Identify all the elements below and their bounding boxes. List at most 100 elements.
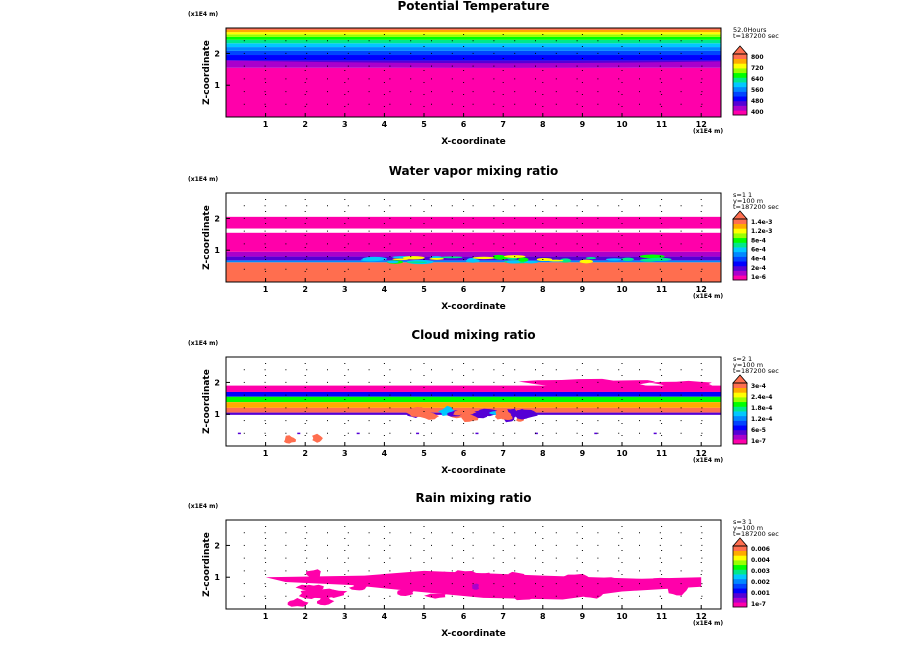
x-tick-label: 5 bbox=[421, 612, 427, 621]
x-axis-label: X-coordinate bbox=[441, 137, 506, 147]
x-tick-label: 12 bbox=[696, 612, 707, 621]
cloud-speck bbox=[653, 432, 657, 435]
colorbar-swatch bbox=[733, 54, 747, 59]
vapor-filament bbox=[441, 256, 463, 259]
plot-frame bbox=[225, 519, 722, 610]
colorbar-label: 720 bbox=[751, 65, 764, 72]
x-tick-label: 9 bbox=[580, 120, 586, 129]
colorbar-swatch bbox=[733, 602, 747, 608]
colorbar-label: 6e-5 bbox=[751, 427, 766, 434]
y-tick-label: 1 bbox=[214, 410, 220, 419]
cloud-blob bbox=[460, 413, 479, 422]
contour-band bbox=[226, 55, 721, 61]
colorbar-label: 1.4e-3 bbox=[751, 219, 772, 226]
chart-title: Cloud mixing ratio bbox=[411, 328, 535, 342]
colorbar-swatch bbox=[733, 242, 747, 248]
x-tick-label: 4 bbox=[382, 612, 388, 621]
colorbar-label: 0.002 bbox=[751, 579, 770, 586]
rain-blob bbox=[342, 576, 377, 587]
y-axis-label: Z-coordinate bbox=[202, 40, 212, 105]
vapor-filament bbox=[646, 257, 672, 262]
dry-gap bbox=[396, 229, 615, 233]
x-tick-label: 11 bbox=[656, 120, 668, 129]
rain-blob bbox=[433, 571, 456, 582]
cloud-speck bbox=[297, 432, 301, 435]
colorbar-arrow bbox=[732, 537, 748, 547]
rain-blob bbox=[576, 587, 604, 599]
vapor-filament bbox=[392, 258, 409, 261]
y-tick-label: 1 bbox=[214, 573, 220, 582]
vapor-filament bbox=[518, 257, 529, 262]
y-tick-label: 2 bbox=[214, 214, 220, 223]
x-tick-label: 8 bbox=[540, 120, 546, 129]
contour-field bbox=[265, 569, 702, 607]
colorbar-label: 1.8e-4 bbox=[751, 405, 772, 412]
contour-band bbox=[226, 402, 721, 408]
colorbar-swatch bbox=[733, 228, 747, 234]
contour-field bbox=[226, 378, 721, 444]
chart-title: Water vapor mixing ratio bbox=[389, 164, 559, 178]
contour-band bbox=[226, 36, 721, 40]
x-tick-label: 8 bbox=[540, 612, 546, 621]
y-axis-unit: (x1E4 m) bbox=[188, 340, 218, 347]
colorbar-swatch bbox=[733, 555, 747, 561]
rain-blob bbox=[509, 588, 535, 601]
colorbar-swatch bbox=[733, 223, 747, 229]
colorbar-swatch bbox=[733, 429, 747, 435]
vapor-filament bbox=[429, 257, 445, 260]
x-tick-label: 12 bbox=[696, 449, 707, 458]
y-tick-label: 1 bbox=[214, 81, 220, 90]
y-axis-label: Z-coordinate bbox=[202, 532, 212, 597]
cloud-blob bbox=[405, 407, 428, 417]
x-axis-unit: (x1E4 m) bbox=[693, 620, 723, 627]
x-tick-label: 10 bbox=[616, 120, 628, 129]
colorbar-label: 800 bbox=[751, 54, 764, 61]
colorbar-frame bbox=[732, 53, 748, 116]
x-axis-label: X-coordinate bbox=[441, 302, 506, 312]
colorbar-swatch bbox=[733, 265, 747, 271]
plot-frame bbox=[225, 192, 722, 283]
contour-band bbox=[226, 396, 721, 403]
rain-blob bbox=[397, 589, 415, 596]
colorbar-swatch bbox=[733, 261, 747, 267]
contour-band bbox=[226, 385, 721, 392]
cloud-blob bbox=[649, 380, 713, 388]
cloud-speck bbox=[534, 432, 538, 435]
cloud-blob bbox=[514, 408, 532, 420]
colorbar-swatch bbox=[733, 275, 747, 281]
x-tick-label: 11 bbox=[656, 449, 668, 458]
vapor-filament bbox=[465, 258, 480, 263]
x-tick-label: 1 bbox=[263, 120, 269, 129]
colorbar: 0.006 0.004 0.003 0.002 0.001 1e-7 bbox=[732, 537, 770, 608]
colorbar-swatch bbox=[733, 58, 747, 64]
x-tick-label: 7 bbox=[500, 285, 506, 294]
x-tick-label: 6 bbox=[461, 449, 467, 458]
x-tick-label: 7 bbox=[500, 612, 506, 621]
cloud-speck bbox=[594, 432, 598, 435]
x-tick-label: 7 bbox=[500, 449, 506, 458]
x-tick-label: 11 bbox=[656, 612, 668, 621]
colorbar-swatch bbox=[733, 110, 747, 116]
plot-frame bbox=[225, 27, 722, 118]
colorbar-swatch bbox=[733, 597, 747, 603]
colorbar-swatch bbox=[733, 96, 747, 102]
colorbar-swatch bbox=[733, 270, 747, 276]
colorbar-swatch bbox=[733, 86, 747, 92]
rain-blob bbox=[348, 583, 368, 591]
colorbar-swatch bbox=[733, 63, 747, 69]
colorbar-swatch bbox=[733, 550, 747, 556]
plot-frame bbox=[225, 356, 722, 447]
vapor-filament bbox=[559, 258, 572, 263]
colorbar-swatch bbox=[733, 560, 747, 566]
x-tick-label: 12 bbox=[696, 120, 707, 129]
colorbar-swatch bbox=[733, 583, 747, 589]
cloud-speck bbox=[475, 432, 479, 435]
x-tick-label: 10 bbox=[616, 285, 628, 294]
colorbar-swatch bbox=[733, 72, 747, 78]
colorbar-swatch bbox=[733, 100, 747, 106]
colorbar-swatch bbox=[733, 397, 747, 403]
x-tick-label: 6 bbox=[461, 285, 467, 294]
colorbar-swatch bbox=[733, 392, 747, 398]
